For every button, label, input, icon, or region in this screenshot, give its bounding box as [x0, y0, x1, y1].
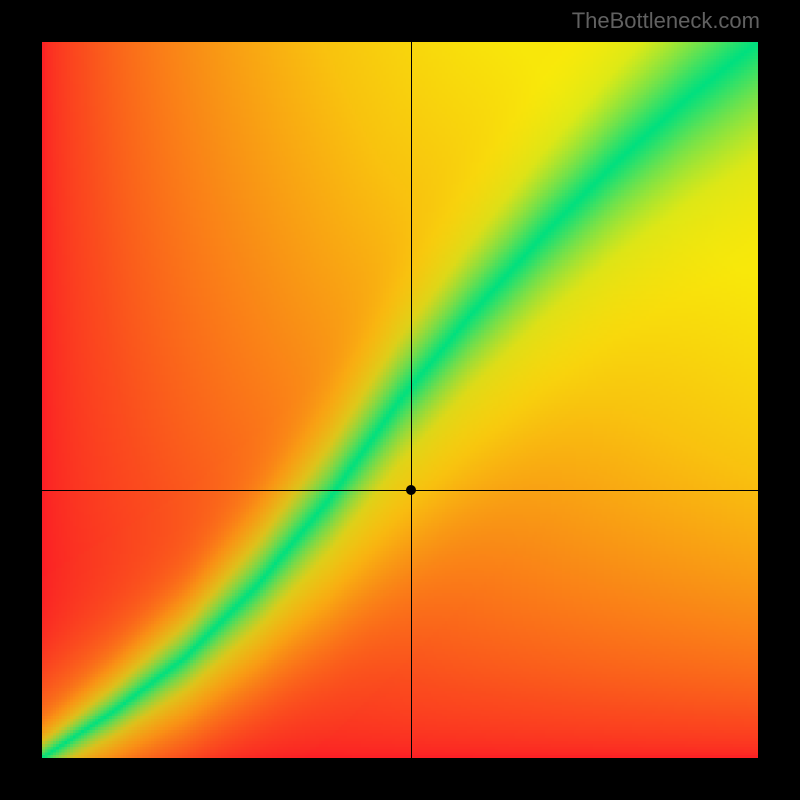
heatmap-canvas — [42, 42, 758, 758]
crosshair-horizontal — [42, 490, 758, 491]
crosshair-vertical — [411, 42, 412, 758]
watermark-text: TheBottleneck.com — [572, 8, 760, 34]
heatmap-plot — [42, 42, 758, 758]
data-point-marker — [406, 485, 416, 495]
